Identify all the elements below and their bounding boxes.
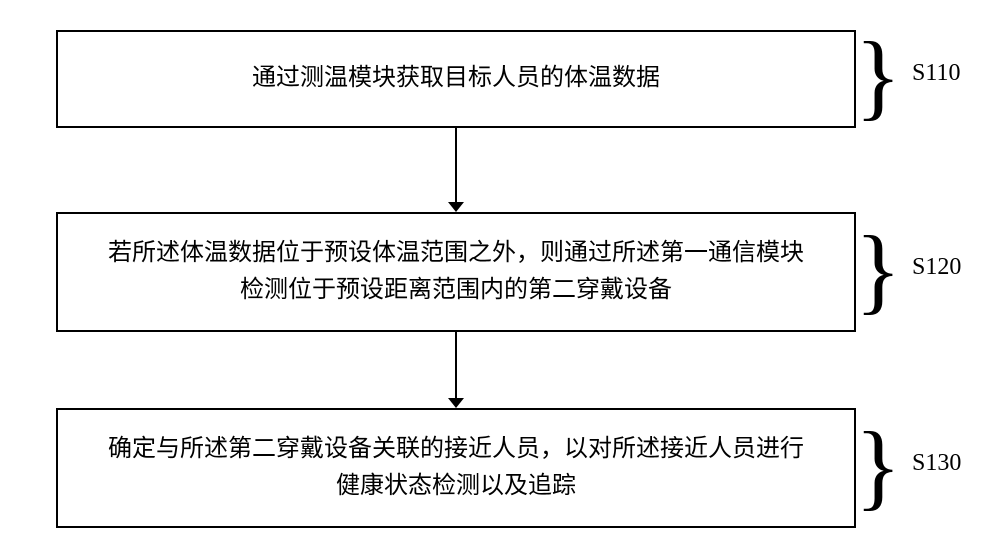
- step-label-1-text: S110: [912, 60, 960, 87]
- step-label-2-text: S120: [912, 254, 961, 281]
- flow-step-3: 确定与所述第二穿戴设备关联的接近人员，以对所述接近人员进行 健康状态检测以及追踪: [56, 408, 856, 528]
- flow-step-1: 通过测温模块获取目标人员的体温数据: [56, 30, 856, 128]
- brace-2: {: [855, 222, 901, 318]
- flow-step-3-text: 确定与所述第二穿戴设备关联的接近人员，以对所述接近人员进行 健康状态检测以及追踪: [108, 431, 804, 505]
- arrow-1: [436, 128, 476, 212]
- flow-step-2-text: 若所述体温数据位于预设体温范围之外，则通过所述第一通信模块 检测位于预设距离范围…: [108, 235, 804, 309]
- step-label-2: S120: [912, 254, 961, 281]
- brace-3: {: [855, 418, 901, 514]
- flowchart-canvas: { "type": "flowchart", "background_color…: [0, 0, 1000, 555]
- step-label-3: S130: [912, 450, 961, 477]
- step-label-1: S110: [912, 60, 960, 87]
- brace-1: {: [855, 28, 901, 124]
- flow-step-2: 若所述体温数据位于预设体温范围之外，则通过所述第一通信模块 检测位于预设距离范围…: [56, 212, 856, 332]
- arrow-2: [436, 332, 476, 408]
- flow-step-1-text: 通过测温模块获取目标人员的体温数据: [252, 60, 660, 97]
- step-label-3-text: S130: [912, 450, 961, 477]
